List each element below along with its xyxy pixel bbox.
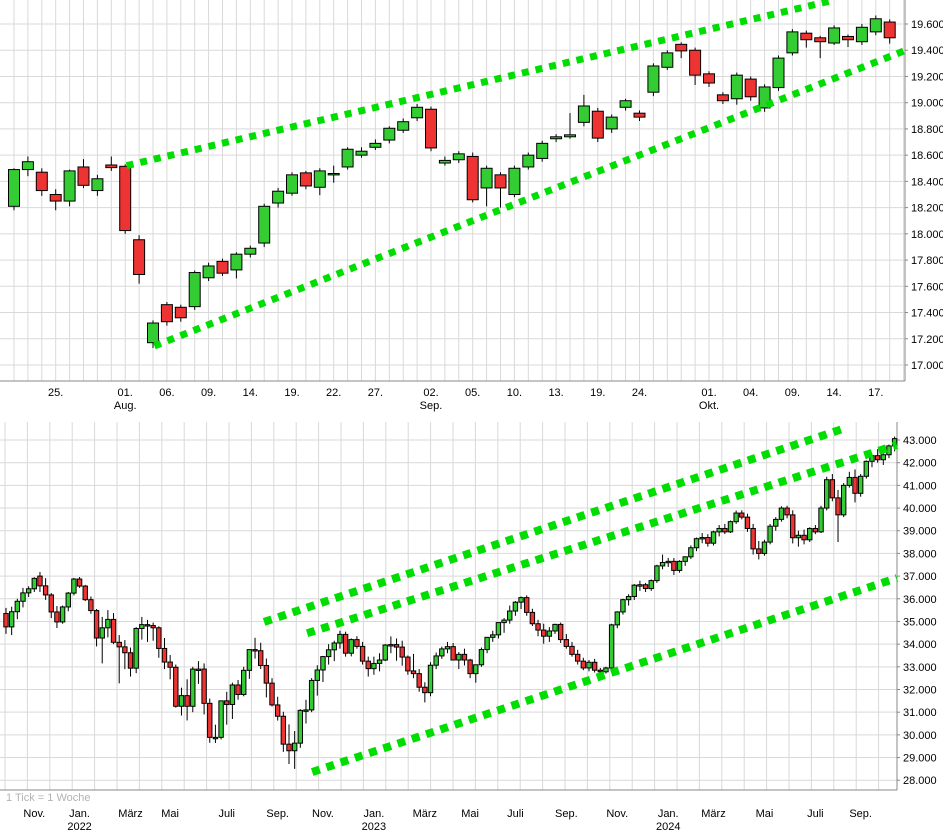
svg-text:25.: 25.	[48, 387, 63, 399]
daily-chart-canvas: 19.600 19.400 19.200 19.000 18.800 18.600 18.4…	[0, 0, 943, 412]
svg-text:39.000: 39.000	[903, 526, 937, 538]
svg-text:05.: 05.	[465, 387, 480, 399]
svg-text:01.: 01.	[118, 387, 133, 399]
svg-text:42.000: 42.000	[903, 458, 937, 470]
svg-text:17.400: 17.400	[911, 308, 943, 320]
svg-text:14.: 14.	[243, 387, 258, 399]
svg-text:27.: 27.	[368, 387, 383, 399]
svg-text:Sep.: Sep.	[420, 400, 443, 412]
svg-text:19.200: 19.200	[911, 71, 943, 83]
svg-text:06.: 06.	[159, 387, 174, 399]
svg-text:Nov.: Nov.	[606, 808, 628, 820]
daily-candlestick-chart: 19.600 19.400 19.200 19.000 18.800 18.600 18.4…	[0, 0, 943, 412]
svg-text:17.: 17.	[868, 387, 883, 399]
svg-text:13.: 13.	[548, 387, 563, 399]
svg-text:40.000: 40.000	[903, 503, 937, 515]
svg-text:32.000: 32.000	[903, 684, 937, 696]
svg-text:14.: 14.	[826, 387, 841, 399]
svg-text:Okt.: Okt.	[699, 400, 719, 412]
svg-text:09.: 09.	[785, 387, 800, 399]
svg-text:Sep.: Sep.	[266, 808, 289, 820]
svg-text:35.000: 35.000	[903, 616, 937, 628]
svg-text:18.200: 18.200	[911, 203, 943, 215]
weekly-candlestick-chart: 43.000 42.000 41.000 40.000 39.000 38.000 37.0…	[0, 422, 943, 838]
svg-text:Nov.: Nov.	[312, 808, 334, 820]
svg-text:Juli: Juli	[807, 808, 824, 820]
svg-text:Aug.: Aug.	[114, 400, 137, 412]
svg-text:Mai: Mai	[461, 808, 479, 820]
svg-text:2024: 2024	[656, 821, 680, 833]
svg-text:41.000: 41.000	[903, 480, 937, 492]
svg-text:Juli: Juli	[507, 808, 524, 820]
svg-text:März: März	[118, 808, 142, 820]
svg-text:38.000: 38.000	[903, 548, 937, 560]
svg-text:37.000: 37.000	[903, 571, 937, 583]
svg-text:18.400: 18.400	[911, 176, 943, 188]
svg-text:17.800: 17.800	[911, 255, 943, 267]
svg-text:09.: 09.	[201, 387, 216, 399]
svg-text:Jan.: Jan.	[658, 808, 679, 820]
svg-text:24.: 24.	[632, 387, 647, 399]
svg-text:36.000: 36.000	[903, 594, 937, 606]
svg-text:18.800: 18.800	[911, 124, 943, 136]
svg-text:28.000: 28.000	[903, 775, 937, 787]
tick-interval-watermark: 1 Tick = 1 Woche	[6, 792, 91, 804]
svg-text:30.000: 30.000	[903, 730, 937, 742]
svg-text:Jan.: Jan.	[364, 808, 385, 820]
svg-text:Sep.: Sep.	[849, 808, 872, 820]
svg-text:März: März	[413, 808, 437, 820]
svg-text:04.: 04.	[743, 387, 758, 399]
svg-text:Mai: Mai	[161, 808, 179, 820]
svg-text:33.000: 33.000	[903, 662, 937, 674]
svg-text:18.000: 18.000	[911, 229, 943, 241]
svg-text:Jan.: Jan.	[69, 808, 90, 820]
svg-text:Mai: Mai	[756, 808, 774, 820]
svg-text:2022: 2022	[67, 821, 91, 833]
svg-text:19.000: 19.000	[911, 98, 943, 110]
svg-text:März: März	[701, 808, 725, 820]
svg-text:Juli: Juli	[218, 808, 235, 820]
svg-text:18.600: 18.600	[911, 150, 943, 162]
svg-text:19.: 19.	[590, 387, 605, 399]
svg-text:2023: 2023	[362, 821, 386, 833]
svg-text:17.200: 17.200	[911, 334, 943, 346]
weekly-chart-canvas: 43.000 42.000 41.000 40.000 39.000 38.000 37.0…	[0, 422, 937, 833]
svg-text:19.600: 19.600	[911, 19, 943, 31]
svg-text:Nov.: Nov.	[23, 808, 45, 820]
svg-text:10.: 10.	[507, 387, 522, 399]
svg-text:19.400: 19.400	[911, 45, 943, 57]
svg-text:22.: 22.	[326, 387, 341, 399]
svg-text:34.000: 34.000	[903, 639, 937, 651]
svg-text:17.000: 17.000	[911, 360, 943, 372]
svg-text:01.: 01.	[701, 387, 716, 399]
svg-text:29.000: 29.000	[903, 753, 937, 765]
svg-text:43.000: 43.000	[903, 435, 937, 447]
svg-text:02.: 02.	[423, 387, 438, 399]
svg-text:17.600: 17.600	[911, 281, 943, 293]
svg-text:19.: 19.	[284, 387, 299, 399]
svg-text:31.000: 31.000	[903, 707, 937, 719]
svg-text:Sep.: Sep.	[555, 808, 578, 820]
